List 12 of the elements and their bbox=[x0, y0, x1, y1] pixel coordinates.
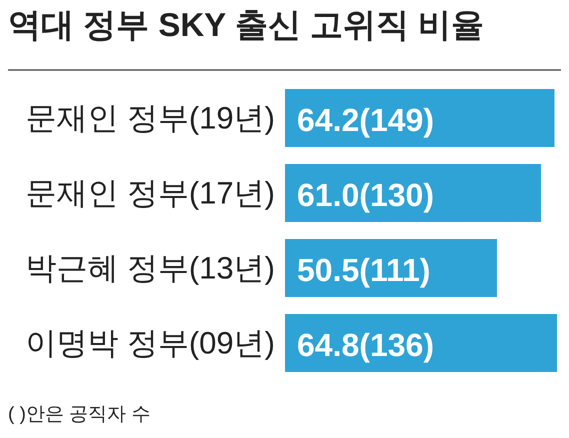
text: ( )안은 공직자 수 bbox=[8, 404, 150, 425]
y-tick-label: 문재인 정부(17년) bbox=[25, 176, 275, 210]
data-label: 64.8(136) bbox=[297, 327, 434, 363]
data-label: 64.2(149) bbox=[297, 102, 434, 138]
data-label: 61.0(130) bbox=[297, 177, 434, 213]
y-tick-label: 이명박 정부(09년) bbox=[25, 326, 275, 360]
bar bbox=[285, 314, 557, 372]
data-label: 50.5(111) bbox=[297, 252, 430, 288]
y-tick-label: 박근혜 정부(13년) bbox=[25, 250, 275, 286]
y-tick-label: 문재인 정부(19년) bbox=[25, 100, 275, 136]
chart-title: 역대 정부 SKY 출신 고위직 비율 bbox=[8, 6, 484, 43]
bar bbox=[285, 89, 554, 147]
